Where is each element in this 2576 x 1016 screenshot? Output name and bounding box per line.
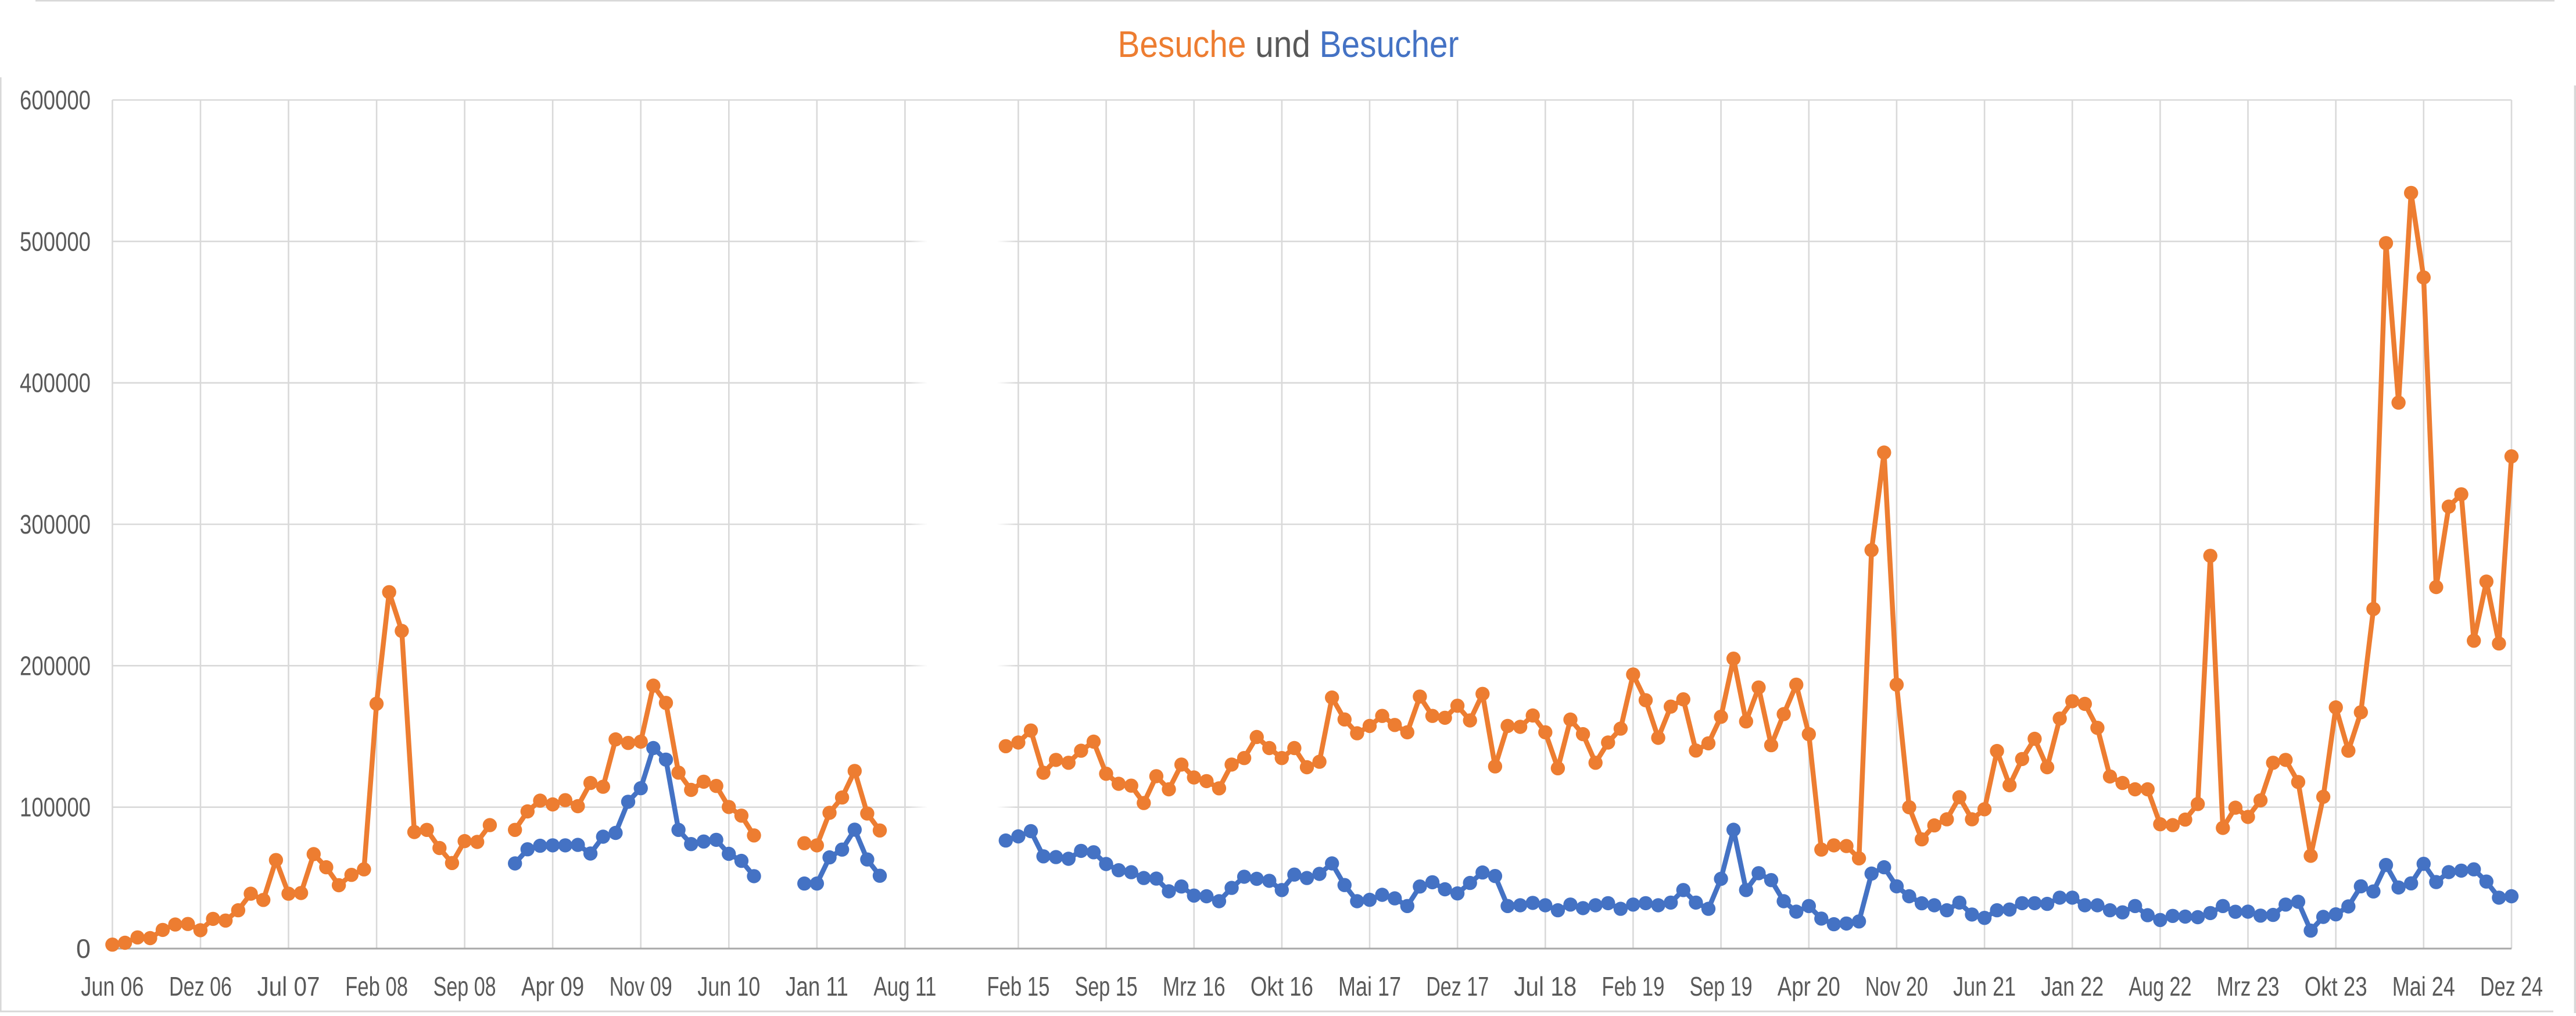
svg-text:Sep 08: Sep 08 (433, 971, 496, 1001)
svg-text:Okt 23: Okt 23 (2305, 971, 2367, 1001)
svg-text:400000: 400000 (20, 368, 91, 398)
svg-text:100000: 100000 (20, 792, 91, 822)
svg-text:500000: 500000 (20, 226, 91, 256)
svg-text:Jul 07: Jul 07 (257, 971, 320, 1001)
svg-text:Apr 09: Apr 09 (521, 971, 584, 1001)
svg-text:Besuche und Besucher: Besuche und Besucher (1118, 23, 1459, 65)
svg-text:Nov 20: Nov 20 (1865, 971, 1928, 1001)
svg-text:Nov 09: Nov 09 (610, 971, 672, 1001)
svg-text:Dez 24: Dez 24 (2480, 971, 2543, 1001)
svg-text:Sep 15: Sep 15 (1075, 971, 1138, 1001)
svg-text:Apr 20: Apr 20 (1778, 971, 1840, 1001)
svg-text:200000: 200000 (20, 650, 91, 681)
svg-text:300000: 300000 (20, 509, 91, 539)
svg-text:Jan 11: Jan 11 (786, 971, 848, 1001)
svg-text:Dez 17: Dez 17 (1426, 971, 1489, 1001)
svg-text:Aug 11: Aug 11 (873, 971, 936, 1001)
svg-text:Dez 06: Dez 06 (169, 971, 232, 1001)
svg-text:Mrz 23: Mrz 23 (2217, 971, 2280, 1001)
svg-text:Jun 06: Jun 06 (81, 971, 144, 1001)
svg-text:Jun 21: Jun 21 (1953, 971, 2016, 1001)
svg-text:Feb 15: Feb 15 (987, 971, 1049, 1001)
svg-text:Jun 10: Jun 10 (697, 971, 760, 1001)
svg-text:Feb 08: Feb 08 (345, 971, 408, 1001)
svg-text:Sep 19: Sep 19 (1690, 971, 1753, 1001)
svg-text:600000: 600000 (20, 85, 91, 115)
svg-text:0: 0 (76, 933, 91, 964)
svg-text:Mai 17: Mai 17 (1338, 971, 1401, 1001)
svg-text:Mrz 16: Mrz 16 (1163, 971, 1226, 1001)
svg-text:Jul 18: Jul 18 (1514, 971, 1577, 1001)
svg-text:Jan 22: Jan 22 (2041, 971, 2104, 1001)
svg-text:Aug 22: Aug 22 (2129, 971, 2191, 1001)
svg-text:Feb 19: Feb 19 (1602, 971, 1664, 1001)
svg-text:Mai 24: Mai 24 (2392, 971, 2455, 1001)
svg-text:Okt 16: Okt 16 (1251, 971, 1313, 1001)
